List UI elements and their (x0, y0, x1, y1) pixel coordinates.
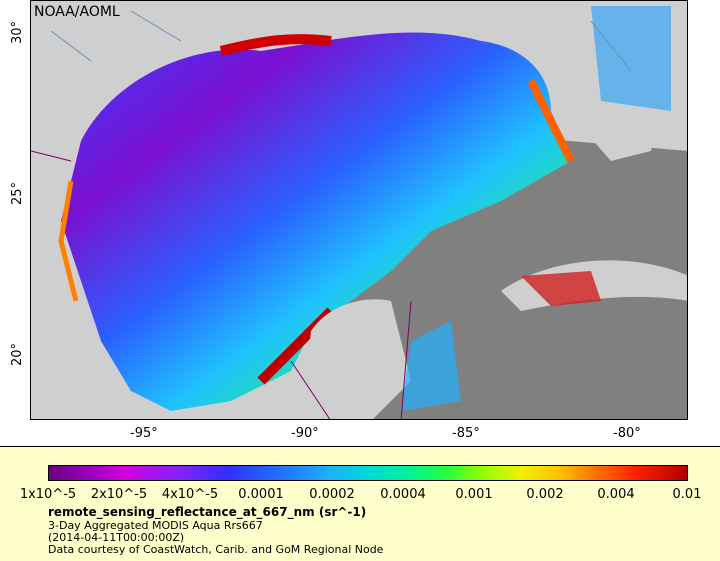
colorbar-label: 4x10^-5 (161, 487, 219, 502)
colorbar-label: 2x10^-5 (90, 487, 148, 502)
colorbar-label: 0.0004 (380, 487, 426, 502)
yucatan-land (301, 299, 411, 419)
variable-name: remote_sensing_reflectance_at_667_nm (sr… (48, 505, 367, 519)
colorbar-label: 0.01 (672, 487, 702, 502)
rivers (50, 10, 632, 72)
caribbean-pixels (401, 321, 461, 411)
x-tick-label: -85° (452, 426, 480, 441)
colorbar-label: 0.001 (455, 487, 493, 502)
y-tick-label: 20° (10, 342, 25, 366)
map-canvas (31, 1, 687, 419)
product-name: 3-Day Aggregated MODIS Aqua Rrs667 (48, 519, 263, 532)
map-area[interactable] (30, 0, 688, 420)
x-tick-label: -90° (291, 426, 319, 441)
colorbar (48, 465, 688, 481)
date-label: (2014-04-11T00:00:00Z) (48, 531, 185, 544)
colorbar-label: 0.0002 (309, 487, 355, 502)
legend-panel: 1x10^-5 2x10^-5 4x10^-5 0.0001 0.0002 0.… (0, 446, 720, 561)
coastal-band-louisiana (219, 34, 332, 56)
cuba-coastal (521, 271, 601, 306)
colorbar-label: 0.0001 (238, 487, 284, 502)
colorbar-label: 0.002 (526, 487, 564, 502)
colorbar-label: 1x10^-5 (19, 487, 77, 502)
coastal-band-texas (58, 180, 79, 302)
bahamas-pixels (591, 6, 671, 111)
y-tick-label: 25° (10, 181, 25, 205)
gulf-of-mexico (61, 32, 571, 412)
source-credit: Data courtesy of CoastWatch, Carib. and … (48, 543, 384, 556)
credit-label: NOAA/AOML (34, 4, 120, 20)
borders (31, 150, 412, 419)
colorbar-label: 0.004 (597, 487, 635, 502)
y-tick-label: 30° (10, 20, 25, 44)
x-tick-label: -95° (130, 426, 158, 441)
x-tick-label: -80° (613, 426, 641, 441)
coastal-band-florida (527, 79, 575, 163)
